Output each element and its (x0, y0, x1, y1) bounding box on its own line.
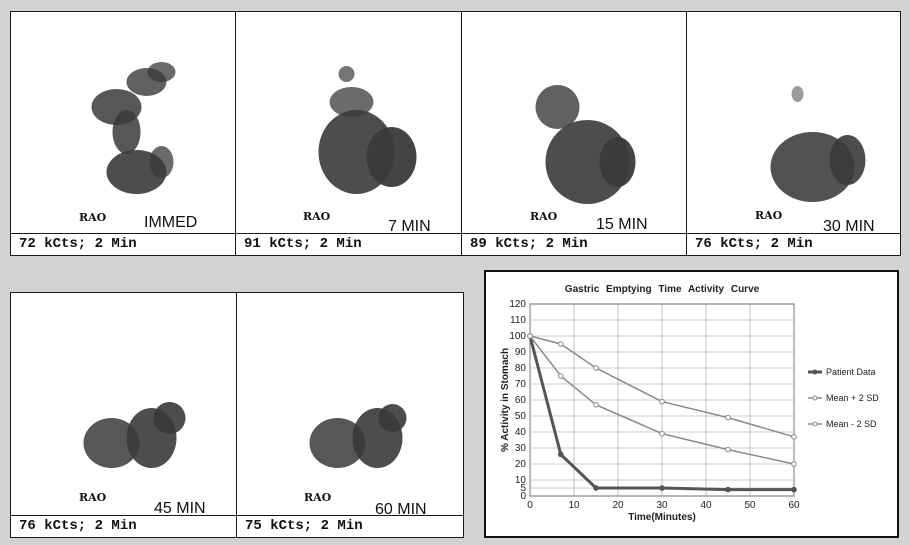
gastric-emptying-chart: 0 5 10 20 30 40 50 60 70 80 90 100 110 120 0 10 20 30 40 50… (484, 270, 899, 538)
time-label: 60 MIN (375, 501, 427, 518)
data-point (527, 333, 533, 339)
view-label: RAO (79, 211, 107, 224)
scan-frame-2: RAO 7 MIN 91 kCts; 2 Min (235, 11, 463, 256)
data-point (659, 398, 665, 405)
chart-title: Gastric Emptying Time Activity Curve (565, 284, 760, 295)
series-line-2 (529, 335, 795, 465)
data-point (791, 461, 797, 467)
time-label: 45 MIN (154, 500, 206, 517)
counts-caption: 91 kCts; 2 Min (236, 233, 462, 255)
x-tick-label: 0 (527, 500, 533, 511)
legend-label: Mean - 2 SD (826, 419, 877, 429)
y-tick-label: 120 (509, 299, 526, 310)
x-tick-label: 20 (612, 500, 624, 511)
data-point (593, 485, 599, 491)
series-line-1 (529, 335, 795, 438)
data-point (791, 486, 797, 493)
data-point (659, 430, 665, 437)
x-tick-label: 30 (656, 500, 668, 511)
data-point (558, 341, 564, 347)
data-point (558, 373, 564, 379)
view-label: RAO (303, 210, 331, 223)
counts-caption: 89 kCts; 2 Min (462, 233, 687, 255)
legend-marker (812, 369, 818, 375)
y-tick-label: 110 (510, 315, 526, 326)
stomach-scan-image (318, 66, 417, 194)
x-tick-label: 10 (568, 500, 580, 511)
time-label: IMMED (144, 214, 198, 231)
scan-frame-5: RAO 45 MIN 76 kCts; 2 Min (10, 292, 238, 538)
y-tick-label: 100 (509, 331, 526, 342)
y-tick-label: 60 (515, 395, 527, 406)
view-label: RAO (79, 491, 107, 504)
scan-frame-4: RAO 30 MIN 76 kCts; 2 Min (686, 11, 901, 256)
data-point (725, 486, 731, 493)
y-tick-label: 10 (515, 475, 527, 486)
view-label: RAO (755, 209, 783, 222)
stomach-scan-image (535, 85, 636, 204)
counts-caption: 76 kCts; 2 Min (687, 233, 900, 255)
legend-marker (812, 395, 818, 401)
data-point (558, 451, 564, 458)
y-tick-label: 90 (515, 347, 527, 358)
y-tick-label: 40 (515, 427, 527, 438)
legend-label: Mean + 2 SD (826, 393, 879, 403)
x-tick-label: 50 (744, 500, 756, 511)
time-label: 30 MIN (823, 218, 875, 235)
time-label: 15 MIN (596, 216, 648, 233)
x-tick-label: 60 (788, 500, 800, 511)
y-tick-label: 5 (520, 483, 526, 494)
legend-marker (812, 421, 818, 427)
data-point (791, 434, 797, 440)
data-point (659, 485, 665, 491)
x-tick-label: 40 (700, 500, 712, 511)
counts-caption: 75 kCts; 2 Min (237, 515, 463, 537)
stomach-scan-image (91, 62, 176, 194)
y-axis-label: % Activity in Stomach (500, 348, 511, 452)
counts-caption: 72 kCts; 2 Min (11, 233, 236, 255)
data-point (725, 446, 731, 453)
scan-frame-6: RAO 60 MIN 75 kCts; 2 Min (236, 292, 464, 538)
data-point (725, 414, 731, 421)
y-tick-label: 20 (515, 459, 527, 470)
y-tick-label: 70 (515, 379, 527, 390)
data-point (593, 402, 599, 408)
scan-frame-3: RAO 15 MIN 89 kCts; 2 Min (461, 11, 688, 256)
y-tick-label: 50 (515, 411, 527, 422)
view-label: RAO (530, 210, 558, 223)
x-axis-label: Time(Minutes) (628, 512, 696, 523)
scan-frame-1: RAO IMMED 72 kCts; 2 Min (10, 11, 237, 256)
y-tick-label: 30 (515, 443, 527, 454)
legend-label: Patient Data (826, 367, 876, 377)
stomach-scan-image (309, 404, 407, 468)
time-label: 7 MIN (388, 218, 431, 235)
stomach-scan-image (770, 86, 866, 202)
view-label: RAO (304, 491, 332, 504)
counts-caption: 76 kCts; 2 Min (11, 515, 237, 537)
stomach-scan-image (83, 402, 186, 468)
y-tick-label: 0 (520, 491, 526, 502)
data-point (593, 365, 599, 371)
series-line-0 (528, 335, 794, 492)
y-tick-label: 80 (515, 363, 527, 374)
